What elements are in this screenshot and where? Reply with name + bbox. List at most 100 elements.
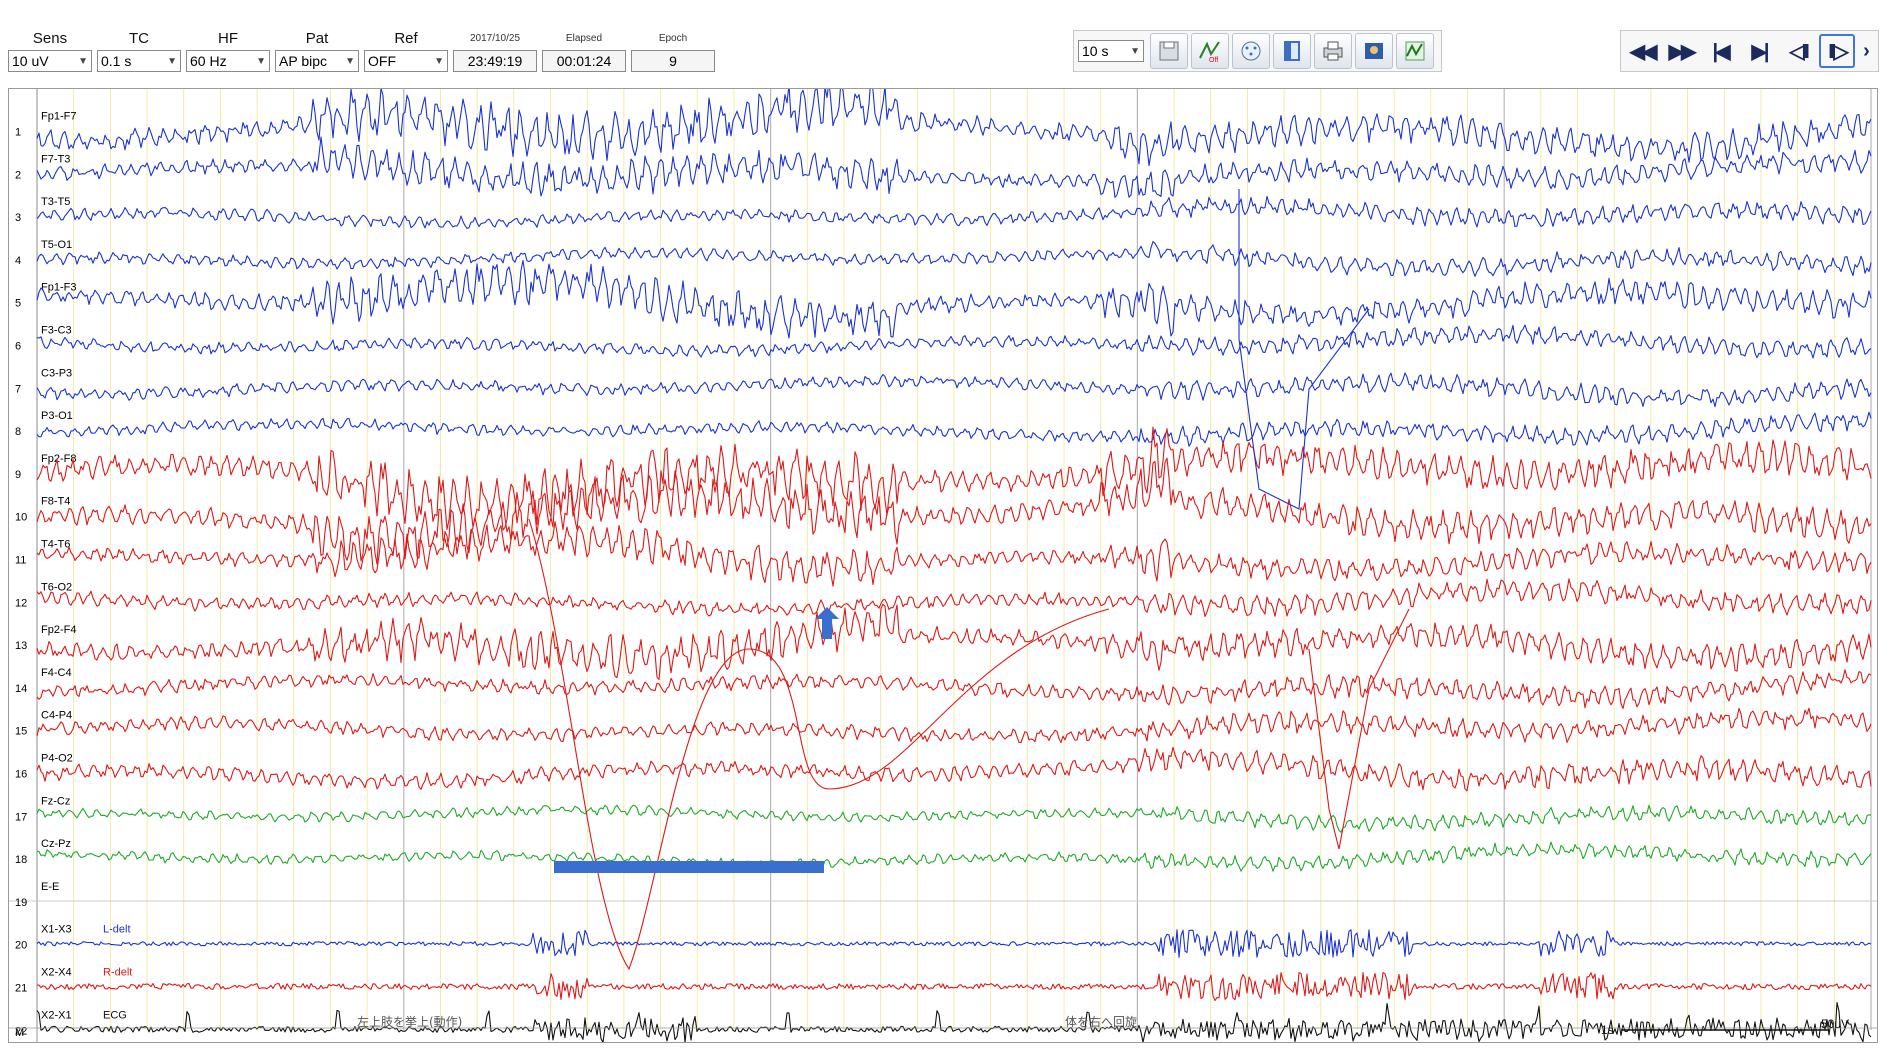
mark-off-icon: Off — [1199, 41, 1220, 64]
channel-waveform — [36, 804, 1872, 833]
channel-waveform — [36, 411, 1872, 447]
patient-info-icon — [1284, 41, 1300, 61]
channel-waveform — [36, 195, 1872, 229]
montage-icon — [1241, 41, 1261, 61]
channel-label: T4-T6 — [41, 539, 70, 551]
eeg-trace-area: 1 Fp1-F7 2 F7-T3 3 T3-T5 4 T5-O1 5 Fp1-F3 6 F3-C3 7 C… — [8, 88, 1878, 1043]
save-button[interactable] — [1150, 33, 1188, 69]
elapsed-label: Elapsed — [565, 33, 603, 44]
montage-button[interactable] — [1232, 33, 1270, 69]
chevron-down-icon: ▼ — [256, 55, 266, 67]
print-icon — [1323, 41, 1343, 61]
chevron-down-icon: ▼ — [167, 55, 177, 67]
epoch-label: Epoch — [658, 33, 688, 44]
channel-waveform — [36, 578, 1872, 617]
ref-select[interactable]: OFF ▼ — [364, 50, 448, 72]
channel-waveform — [36, 603, 1872, 681]
channel-label: F3-C3 — [41, 325, 72, 337]
channel-number: 15 — [15, 726, 27, 738]
channel-label: C3-P3 — [41, 367, 72, 379]
hf-label: HF — [218, 30, 238, 47]
channel-label: F7-T3 — [41, 153, 70, 165]
time-scale-label: 1s — [1601, 1023, 1614, 1037]
event-duration-bar — [554, 861, 824, 873]
channel-label: T6-O2 — [41, 581, 72, 593]
artifact-waveform — [1308, 608, 1410, 850]
channel-label: Fp2-F4 — [41, 624, 76, 636]
chevron-down-icon: ▼ — [78, 55, 88, 67]
fast-rewind-icon[interactable]: ◀◀ — [1629, 40, 1658, 63]
channel-number: 5 — [15, 298, 21, 310]
channel-number: 9 — [15, 469, 21, 481]
chevron-down-icon: ▼ — [1130, 45, 1140, 57]
navigation-tools: ◀◀ ▶▶ |◀ ▶| ◁II II▷ › — [1620, 30, 1879, 72]
event-annotation: 体を右へ回旋 — [1065, 1014, 1137, 1029]
channel-label: Fz-Cz — [41, 795, 70, 807]
channel-waveform — [36, 1002, 1872, 1042]
channel-number: 1 — [15, 127, 21, 139]
hf-select[interactable]: 60 Hz ▼ — [186, 50, 270, 72]
channel-label: Fp2-F8 — [41, 453, 76, 465]
channel-number: 13 — [15, 640, 27, 652]
channel-number: 19 — [15, 897, 27, 909]
mark-off-button[interactable]: Off — [1191, 33, 1229, 69]
channel-number: 18 — [15, 854, 27, 866]
toolbar: Sens 10 uV ▼ TC 0.1 s ▼ HF 60 Hz ▼ Pat AP b… — [0, 0, 1890, 88]
sens-select[interactable]: 10 uV ▼ — [8, 50, 92, 72]
epoch-value[interactable]: 9 — [631, 50, 715, 72]
channel-muscle-label: L-delt — [103, 924, 131, 936]
display-tools: 10 s ▼ Off — [1073, 30, 1442, 72]
waveform-button[interactable] — [1396, 33, 1434, 69]
eeg-waveform-canvas: 1 Fp1-F7 2 F7-T3 3 T3-T5 4 T5-O1 5 Fp1-F3 6 F3-C3 7 C… — [9, 89, 1877, 1042]
channel-number: 12 — [15, 597, 27, 609]
channel-waveform — [36, 841, 1872, 872]
channel-muscle-label: ECG — [103, 1009, 127, 1021]
sens-value: 10 uV — [12, 53, 49, 69]
date-label: 2017/10/25 — [469, 33, 521, 44]
channel-waveform — [36, 89, 1872, 167]
channel-label: Fp1-F3 — [41, 282, 76, 294]
marker-channel-number: M — [15, 1027, 24, 1039]
play-reverse-icon[interactable]: ◁II — [1789, 40, 1810, 63]
channel-label: T5-O1 — [41, 239, 72, 251]
channel-number: 14 — [15, 683, 27, 695]
ref-value: OFF — [368, 53, 396, 69]
tc-select[interactable]: 0.1 s ▼ — [97, 50, 181, 72]
save-icon — [1159, 41, 1179, 61]
elapsed-time: 00:01:24 — [542, 50, 626, 72]
channel-label: C4-P4 — [41, 710, 72, 722]
channel-number: 6 — [15, 341, 21, 353]
chevron-down-icon: ▼ — [345, 55, 355, 67]
channel-waveform — [36, 259, 1872, 339]
skip-start-icon[interactable]: |◀ — [1712, 40, 1731, 63]
amplitude-scale-label: 50uV — [1821, 1017, 1849, 1031]
channel-waveform — [36, 929, 1872, 958]
channel-number: 17 — [15, 811, 27, 823]
channel-label: P4-O2 — [41, 753, 73, 765]
channel-number: 7 — [15, 383, 21, 395]
channel-number: 16 — [15, 769, 27, 781]
pat-select[interactable]: AP bipc ▼ — [275, 50, 359, 72]
channel-label: F8-T4 — [41, 496, 70, 508]
photo-button[interactable] — [1355, 33, 1393, 69]
skip-end-icon[interactable]: ▶| — [1751, 40, 1770, 63]
chevron-down-icon: ▼ — [434, 55, 444, 67]
channel-number: 3 — [15, 212, 21, 224]
artifact-waveform — [528, 518, 1110, 971]
play-icon[interactable]: II▷ — [1819, 34, 1855, 68]
hf-value: 60 Hz — [190, 53, 227, 69]
channel-label: Cz-Pz — [41, 838, 71, 850]
photo-icon — [1365, 43, 1383, 59]
channel-muscle-label: R-delt — [103, 967, 132, 979]
channel-waveform — [37, 972, 1872, 1002]
pat-label: Pat — [305, 30, 329, 47]
fast-forward-icon[interactable]: ▶▶ — [1668, 40, 1697, 63]
patient-info-button[interactable] — [1273, 33, 1311, 69]
timebase-select[interactable]: 10 s ▼ — [1078, 40, 1144, 62]
print-button[interactable] — [1314, 33, 1352, 69]
channel-number: 10 — [15, 512, 27, 524]
channel-waveform — [36, 457, 1872, 565]
ref-label: Ref — [394, 30, 418, 47]
more-icon[interactable]: › — [1863, 39, 1870, 62]
channel-waveform — [36, 372, 1872, 408]
